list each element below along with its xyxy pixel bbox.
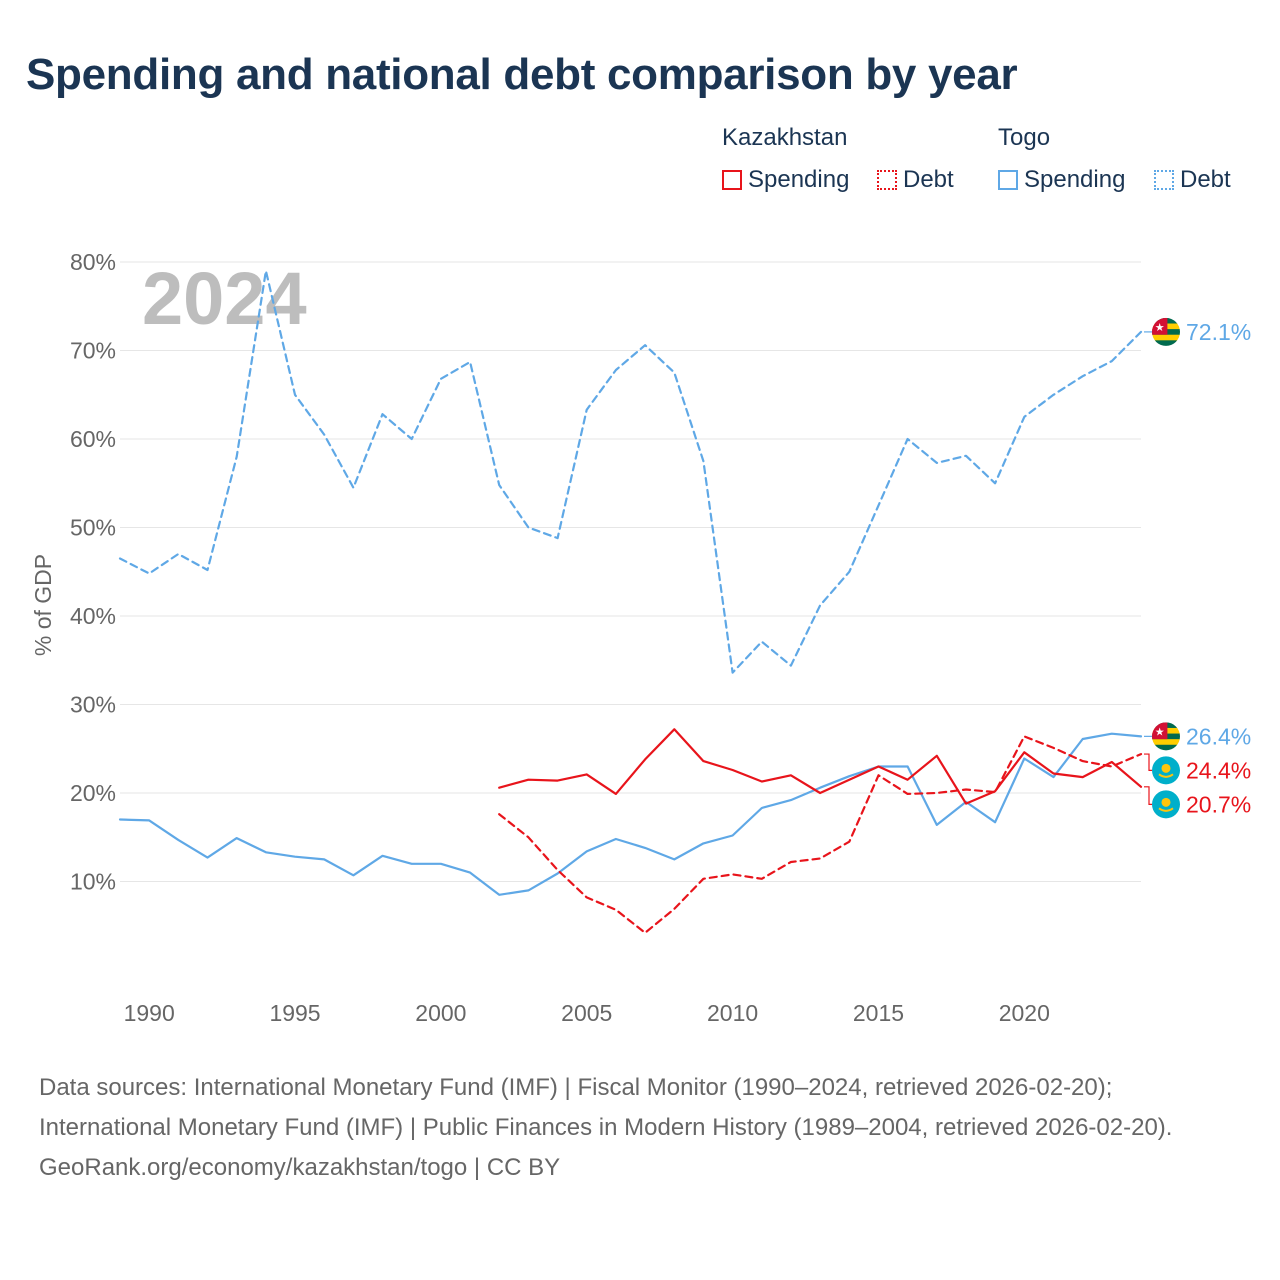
- end-value-label: 26.4%: [1186, 723, 1251, 749]
- leader-line: [1144, 786, 1152, 805]
- x-tick-label: 2010: [707, 1000, 758, 1026]
- series-line-kazakhstan-debt: [498, 735, 1143, 934]
- legend-label: Spending: [748, 166, 850, 193]
- y-tick-label: 60%: [70, 426, 116, 452]
- y-axis-title: % of GDP: [30, 554, 56, 656]
- legend-label: Debt: [1180, 166, 1231, 193]
- y-tick-label: 50%: [70, 515, 116, 541]
- dotted-line-swatch-icon: [877, 170, 897, 190]
- legend-group-kazakhstan: Kazakhstan: [722, 124, 848, 151]
- legend-label: Debt: [903, 166, 954, 193]
- line-chart: 10% 20% 30% 40% 50% 60% 70% 80% 1990 1995 2000 2005…: [30, 249, 1251, 1026]
- togo-flag-icon: ★: [1152, 722, 1180, 751]
- y-tick-label: 80%: [70, 249, 116, 275]
- page-title: Spending and national debt comparison by…: [26, 50, 1018, 99]
- x-tick-label: 2005: [561, 1000, 612, 1026]
- y-tick-label: 70%: [70, 338, 116, 364]
- x-tick-label: 1990: [124, 1000, 175, 1026]
- dotted-line-swatch-icon: [1154, 170, 1174, 190]
- series-line-kazakhstan-spending: [498, 728, 1143, 805]
- x-tick-label: 2000: [415, 1000, 466, 1026]
- legend-group-togo: Togo: [998, 124, 1051, 151]
- x-tick-label: 2020: [999, 1000, 1050, 1026]
- legend-togo-debt[interactable]: Debt: [1154, 166, 1231, 194]
- credit-link[interactable]: GeoRank.org/economy/kazakhstan/togo | CC…: [39, 1154, 561, 1181]
- legend-kazakhstan-debt[interactable]: Debt: [877, 166, 954, 194]
- x-tick-label: 2015: [853, 1000, 904, 1026]
- solid-line-swatch-icon: [998, 170, 1018, 190]
- footer: Data sources: International Monetary Fun…: [39, 1068, 1239, 1188]
- kazakhstan-flag-icon: [1152, 790, 1180, 819]
- y-tick-label: 20%: [70, 780, 116, 806]
- leader-line: [1144, 753, 1152, 771]
- series-line-togo-debt: [118, 269, 1143, 674]
- solid-line-swatch-icon: [722, 170, 742, 190]
- year-watermark: 2024: [142, 257, 307, 340]
- end-value-label: 24.4%: [1186, 757, 1251, 783]
- y-tick-label: 30%: [70, 692, 116, 718]
- legend-togo-spending[interactable]: Spending: [998, 166, 1125, 194]
- x-tick-label: 1995: [269, 1000, 320, 1026]
- series-line-togo-spending: [118, 732, 1143, 896]
- y-tick-label: 10%: [70, 869, 116, 895]
- togo-flag-icon: ★: [1152, 317, 1180, 346]
- y-tick-label: 40%: [70, 603, 116, 629]
- data-sources: Data sources: International Monetary Fun…: [39, 1074, 1173, 1141]
- kazakhstan-flag-icon: [1152, 756, 1180, 785]
- end-value-label: 20.7%: [1186, 791, 1251, 817]
- legend-kazakhstan-spending[interactable]: Spending: [722, 166, 849, 194]
- end-value-label: 72.1%: [1186, 319, 1251, 345]
- svg-text:★: ★: [1155, 322, 1165, 334]
- svg-text:★: ★: [1155, 727, 1165, 739]
- legend-label: Spending: [1024, 166, 1126, 193]
